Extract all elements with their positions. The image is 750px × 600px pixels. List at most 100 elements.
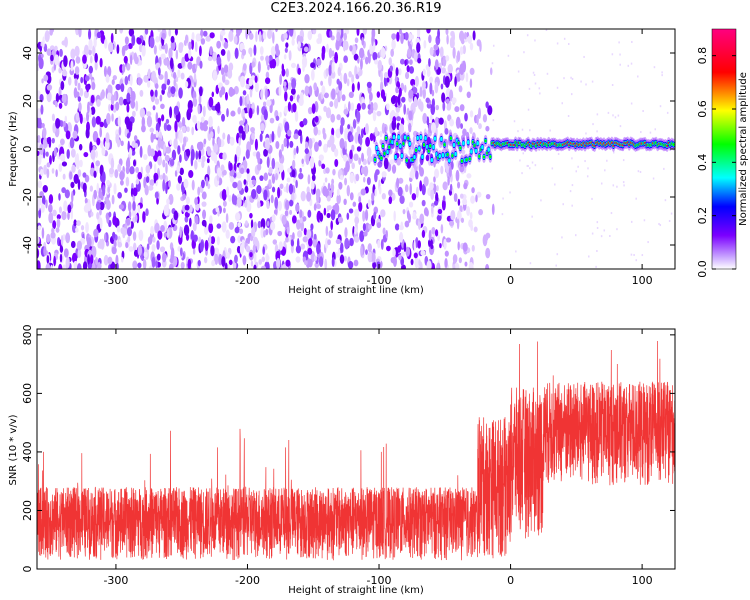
spectrogram-noise-cell — [65, 257, 69, 269]
spectrogram-noise-cell — [289, 95, 294, 102]
spectrogram-noise-cell — [388, 57, 393, 66]
spectrogram-noise-cell — [90, 211, 94, 217]
spectrogram-noise-cell — [77, 96, 82, 102]
spectrogram-noise-cell — [73, 87, 78, 99]
spectrogram-noise-cell — [92, 263, 96, 269]
spectrogram-noise-cell — [337, 248, 341, 259]
spectrogram-noise-cell — [37, 154, 42, 166]
spectrogram-noise-cell — [181, 117, 186, 129]
spectrogram-noise-cell — [150, 89, 154, 97]
spectrogram-noise-cell — [371, 192, 375, 202]
spectrogram-noise-cell — [336, 78, 340, 85]
spectrogram-noise-cell — [425, 154, 430, 162]
spectrogram-x-tick-label: 100 — [632, 274, 653, 287]
spectrogram-noise-cell — [163, 143, 166, 154]
spectrogram-noise-cell — [422, 87, 426, 99]
spectrogram-noise-cell — [299, 167, 302, 173]
snr-y-tick-label: 200 — [21, 500, 34, 521]
spectrogram-noise-cell — [426, 260, 432, 269]
spectrogram-noise-cell — [338, 216, 344, 224]
spectrogram-noise-cell — [448, 166, 452, 178]
spectrogram-noise-cell — [435, 192, 439, 204]
spectrogram-noise-cell — [376, 261, 381, 269]
spectrogram-noise-cell — [400, 221, 403, 228]
spectrogram-noise-cell — [314, 141, 319, 153]
spectrogram-noise-cell — [129, 74, 133, 86]
spectrogram-noise-cell — [77, 263, 82, 269]
spectrogram-noise-cell — [242, 255, 247, 266]
spectrogram-noise-cell — [308, 137, 313, 150]
spectrogram-noise-cell — [187, 107, 193, 114]
spectrogram-noise-cell — [340, 72, 343, 83]
spectrogram-noise-cell — [366, 81, 372, 89]
spectrogram-noise-cell — [431, 226, 436, 235]
spectrogram-noise-cell — [270, 194, 274, 204]
spectrogram-noise-cell — [105, 132, 110, 144]
snr-x-tick-label: -300 — [103, 574, 128, 587]
spectrogram-noise-cell — [301, 56, 308, 68]
spectrogram-speck — [603, 229, 606, 232]
spectrogram-noise-cell — [137, 171, 143, 180]
spectrogram-noise-cell — [188, 49, 192, 60]
spectrogram-noise-cell — [466, 91, 471, 99]
spectrogram-noise-cell — [421, 199, 426, 207]
spectrogram-noise-cell — [398, 254, 402, 261]
spectrogram-noise-cell — [404, 84, 407, 93]
spectrogram-noise-cell — [224, 79, 230, 86]
spectrogram-noise-cell — [190, 230, 194, 241]
spectrogram-speck — [527, 164, 529, 167]
spectrogram-noise-cell — [283, 240, 287, 248]
signal-core-cyan — [481, 144, 484, 150]
spectrogram-noise-cell — [437, 208, 443, 215]
spectrogram-noise-cell — [308, 237, 313, 247]
spectrogram-noise-cell — [265, 228, 269, 236]
spectrogram-noise-cell — [173, 78, 176, 87]
spectrogram-noise-cell — [103, 233, 107, 242]
spectrogram-noise-cell — [131, 34, 136, 46]
spectrogram-noise-cell — [380, 209, 386, 218]
colorbar-tick-label: 0.0 — [696, 260, 709, 278]
spectrogram-x-tick-label: 0 — [507, 274, 514, 287]
spectrogram-noise-cell — [403, 103, 407, 115]
spectrogram-speck — [491, 149, 493, 152]
spectrogram-speck — [630, 253, 633, 256]
spectrogram-noise-cell — [42, 185, 48, 193]
spectrogram-noise-cell — [129, 54, 133, 66]
spectrogram-noise-cell — [281, 214, 287, 225]
signal-core-cyan — [476, 141, 479, 146]
spectrogram-noise-cell — [433, 176, 436, 183]
spectrogram-noise-cell — [413, 98, 419, 108]
spectrogram-noise-cell — [460, 123, 464, 130]
spectrogram-noise-cell — [339, 254, 345, 264]
spectrogram-noise-cell — [422, 68, 426, 76]
spectrogram-noise-cell — [221, 221, 227, 233]
spectrogram-noise-cell — [194, 63, 198, 70]
spectrogram-speck — [531, 161, 534, 164]
spectrogram-noise-cell — [323, 105, 328, 113]
spectrogram-noise-cell — [53, 255, 56, 267]
spectrogram-noise-cell — [462, 45, 466, 55]
spectrogram-noise-cell — [74, 78, 78, 87]
spectrogram-noise-cell — [271, 98, 275, 106]
signal-core-green — [405, 158, 408, 162]
spectrogram-noise-cell — [312, 235, 318, 248]
spectrogram-speck — [642, 110, 644, 113]
spectrogram-noise-cell — [178, 234, 183, 245]
spectrogram-noise-cell — [277, 186, 281, 199]
spectrogram-speck — [618, 41, 620, 44]
spectrogram-noise-cell — [442, 181, 448, 191]
spectrogram-speck — [668, 219, 671, 222]
spectrogram-noise-cell — [279, 183, 284, 190]
spectrogram-noise-cell — [70, 48, 76, 60]
spectrogram-noise-cell — [287, 101, 292, 112]
spectrogram-noise-cell — [263, 230, 266, 238]
spectrogram-noise-cell — [356, 66, 360, 73]
spectrogram-noise-cell — [201, 159, 205, 169]
spectrogram-speck — [569, 190, 572, 193]
spectrogram-noise-cell — [101, 171, 106, 184]
spectrogram-noise-cell — [390, 48, 395, 57]
spectrogram-noise-cell — [76, 220, 81, 227]
spectrogram-noise-cell — [263, 109, 268, 121]
